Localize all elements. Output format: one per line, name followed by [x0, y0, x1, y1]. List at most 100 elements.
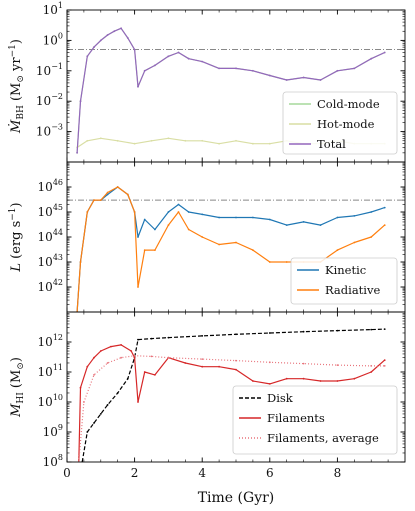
data-point [167, 55, 170, 58]
data-point [285, 261, 288, 263]
data-point [110, 345, 112, 348]
data-point [218, 216, 221, 219]
y-axis-label: ṀBH (M⊙ yr−1) [7, 39, 26, 134]
data-point [120, 356, 122, 359]
data-point [99, 137, 102, 140]
data-point [167, 356, 170, 359]
data-point [302, 330, 305, 333]
data-point [93, 422, 95, 424]
legend-label: Disk [267, 391, 294, 405]
data-point [93, 199, 95, 202]
data-point [370, 57, 373, 60]
data-point [302, 362, 305, 365]
data-point [187, 57, 190, 60]
y-tick-label: 1012 [38, 333, 63, 349]
data-point [302, 221, 305, 223]
data-point [86, 55, 89, 58]
data-point [93, 356, 95, 359]
data-point [235, 139, 237, 142]
data-point [116, 139, 119, 142]
data-point [268, 218, 271, 221]
data-point [93, 46, 95, 48]
data-point [99, 199, 102, 202]
data-point [268, 361, 271, 364]
data-point [106, 362, 109, 364]
data-point [201, 335, 204, 337]
data-point [106, 404, 109, 406]
legend-label: Radiative [325, 283, 380, 297]
data-point [336, 249, 339, 252]
data-point [187, 228, 190, 231]
x-tick-label: 6 [266, 466, 274, 480]
data-point [99, 350, 102, 352]
data-point [86, 139, 89, 142]
data-point [218, 243, 221, 246]
y-tick-label: 1045 [38, 203, 63, 219]
data-point [126, 37, 129, 39]
panel-1: 10−3 10−2 10−1 100 101 ṀBH (M⊙ yr−1) Cold-mode… [7, 1, 406, 163]
y-tick-label: 109 [43, 423, 63, 439]
data-point [201, 213, 204, 216]
data-point [353, 241, 356, 244]
data-point [86, 431, 89, 433]
data-point [177, 203, 180, 206]
data-point [154, 228, 156, 231]
series-disk [81, 328, 385, 462]
data-point [150, 139, 153, 142]
data-point [133, 354, 136, 357]
legend-label: Kinetic [325, 263, 366, 277]
data-point [137, 338, 139, 341]
data-point [370, 365, 373, 367]
data-point [252, 69, 254, 72]
data-point [319, 224, 322, 227]
y-axis-label: L (erg s−1) [8, 202, 24, 272]
series-filaments [78, 344, 386, 462]
data-point [137, 286, 139, 288]
data-point [235, 241, 237, 244]
data-point [106, 191, 109, 194]
data-point [370, 211, 373, 213]
data-point [383, 365, 386, 367]
data-point [133, 48, 136, 51]
data-point [133, 356, 136, 359]
data-point [184, 362, 187, 364]
data-point [319, 380, 322, 382]
data-point [120, 27, 122, 30]
data-point [106, 34, 109, 36]
data-point [79, 261, 82, 263]
data-point [319, 79, 322, 81]
y-tick-label: 1011 [38, 363, 63, 379]
y-tick-label: 10−1 [36, 62, 63, 78]
data-point [370, 236, 373, 238]
data-point [79, 100, 82, 103]
data-point [143, 249, 146, 252]
data-point [120, 344, 122, 346]
data-point [167, 211, 170, 213]
data-point [268, 142, 271, 145]
data-point [235, 333, 237, 336]
data-point [268, 332, 271, 334]
x-tick-label: 8 [334, 466, 342, 480]
legend-label: Total [317, 137, 346, 151]
y-tick-label: 100 [43, 31, 63, 47]
data-point [336, 364, 339, 366]
legend-label: Filaments, average [267, 431, 379, 445]
data-point [383, 206, 386, 209]
legend-label: Filaments [267, 411, 325, 425]
data-point [353, 215, 356, 217]
y-tick-label: 10−3 [36, 123, 63, 139]
data-point [218, 142, 221, 145]
data-point [268, 383, 271, 385]
data-point [133, 211, 136, 213]
data-point [150, 337, 153, 340]
data-point [218, 365, 221, 368]
data-point [143, 69, 146, 72]
series-filaments-average [78, 355, 385, 462]
data-point [370, 371, 373, 373]
data-point [113, 30, 116, 33]
panel-3: 108 109 1010 1011 1012 MHI (M⊙) Disk Filaments F… [9, 311, 406, 469]
data-point [167, 137, 170, 140]
data-point [137, 236, 139, 238]
data-point [201, 60, 204, 63]
x-axis-label: Time (Gyr) [198, 490, 275, 506]
